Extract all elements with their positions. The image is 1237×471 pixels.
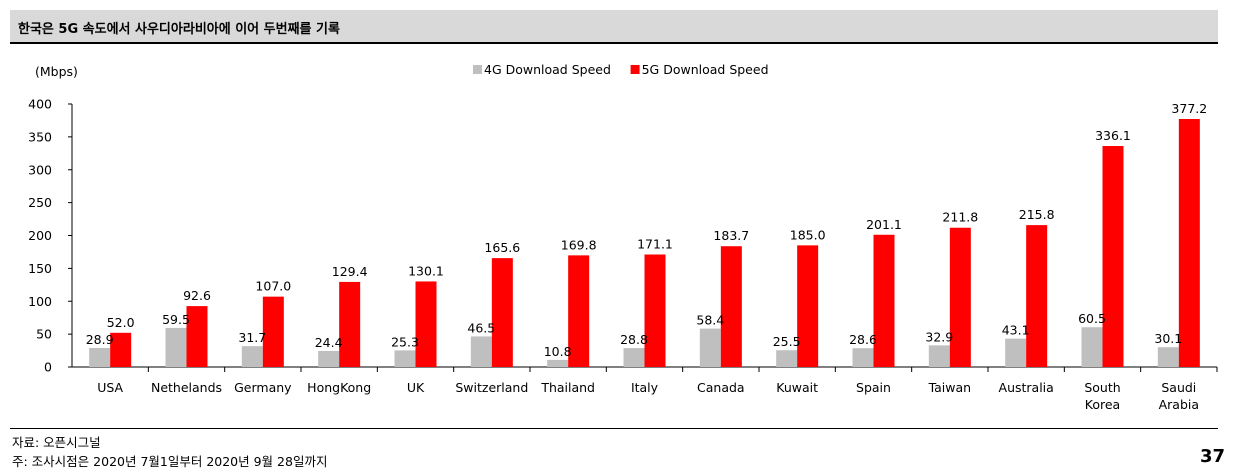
bar-5g [415, 281, 437, 367]
data-label-5g: 215.8 [1019, 207, 1055, 222]
x-tick-label: Australia [999, 380, 1054, 395]
bar-4g [699, 328, 721, 367]
x-tick-label: Korea [1085, 397, 1120, 412]
data-label-5g: 211.8 [942, 210, 978, 225]
footer-divider [10, 428, 1218, 429]
bar-5g [491, 258, 513, 367]
source-note: 자료: 오픈시그널 [12, 435, 101, 450]
data-label-4g: 60.5 [1078, 311, 1106, 326]
x-tick-label: Nethelands [151, 380, 222, 395]
data-label-4g: 28.8 [620, 332, 648, 347]
x-tick-label: USA [97, 380, 123, 395]
bar-4g [165, 327, 187, 367]
survey-period-note: 주: 조사시점은 2020년 7월1일부터 2020년 9월 28일까지 [12, 454, 328, 469]
data-label-4g: 28.9 [86, 332, 114, 347]
bar-5g [339, 281, 361, 367]
data-label-4g: 31.7 [238, 330, 266, 345]
bar-4g [928, 345, 950, 367]
data-label-4g: 30.1 [1154, 331, 1182, 346]
bar-5g [873, 234, 895, 367]
page-number: 37 [1199, 446, 1225, 467]
bar-4g [623, 348, 645, 367]
y-tick-label: 350 [28, 129, 52, 144]
x-tick-label: HongKong [307, 380, 371, 395]
data-label-5g: 336.1 [1095, 128, 1131, 143]
x-tick-label: Thailand [540, 380, 595, 395]
x-tick-label: Spain [856, 380, 891, 395]
data-label-4g: 10.8 [544, 344, 572, 359]
data-label-4g: 25.5 [773, 334, 801, 349]
bar-4g [1005, 338, 1027, 367]
y-axis-label: (Mbps) [35, 64, 78, 79]
bar-4g [470, 336, 492, 367]
data-label-5g: 171.1 [637, 237, 673, 252]
bar-5g [797, 245, 819, 367]
legend-label: 5G Download Speed [642, 62, 769, 77]
data-label-4g: 46.5 [467, 320, 495, 335]
x-tick-label: UK [407, 380, 425, 395]
bar-4g [776, 350, 798, 367]
x-tick-label: Saudi [1161, 380, 1196, 395]
legend-label: 4G Download Speed [484, 62, 611, 77]
bar-5g [644, 254, 666, 367]
x-tick-label: Canada [697, 380, 745, 395]
bar-5g [568, 255, 590, 367]
data-label-4g: 25.3 [391, 334, 419, 349]
bar-5g [949, 227, 971, 367]
x-tick-label: Arabia [1159, 397, 1199, 412]
bar-4g [318, 350, 340, 367]
bar-4g [1081, 327, 1103, 367]
data-label-5g: 201.1 [866, 217, 902, 232]
data-label-5g: 165.6 [484, 240, 520, 255]
x-tick-label: Taiwan [928, 380, 972, 395]
data-label-5g: 129.4 [332, 264, 368, 279]
y-tick-label: 150 [28, 261, 52, 276]
x-tick-label: Italy [631, 380, 659, 395]
x-tick-label: Kuwait [776, 380, 818, 395]
bar-chart: (Mbps) 4G Download Speed 5G Download Speed… [28, 62, 1218, 412]
data-label-4g: 59.5 [162, 312, 190, 327]
data-label-5g: 107.0 [255, 279, 291, 294]
data-label-5g: 92.6 [183, 288, 211, 303]
bar-4g [852, 348, 874, 367]
data-label-5g: 130.1 [408, 263, 444, 278]
data-label-5g: 52.0 [107, 315, 135, 330]
y-tick-label: 50 [36, 327, 52, 342]
data-label-5g: 183.7 [713, 228, 749, 243]
data-label-4g: 43.1 [1002, 323, 1030, 338]
y-tick-label: 300 [28, 162, 52, 177]
y-tick-label: 0 [44, 360, 52, 375]
bar-5g [1026, 225, 1048, 367]
bar-5g [110, 332, 132, 367]
x-tick-label: Switzerland [455, 380, 528, 395]
data-label-4g: 28.6 [849, 332, 877, 347]
data-label-5g: 377.2 [1171, 101, 1207, 116]
bar-4g [547, 359, 569, 367]
bar-4g [394, 350, 416, 367]
data-label-5g: 185.0 [790, 227, 826, 242]
data-label-4g: 24.4 [315, 335, 343, 350]
x-tick-label: Germany [234, 380, 292, 395]
header-bar: 한국은 5G 속도에서 사우디아라비아에 이어 두번째를 기록 [10, 10, 1218, 44]
bar-4g [241, 346, 263, 367]
x-tick-label: South [1084, 380, 1120, 395]
bar-4g [1157, 347, 1179, 367]
bar-5g [1178, 118, 1200, 367]
y-tick-label: 400 [28, 97, 52, 112]
y-tick-label: 200 [28, 228, 52, 243]
bar-4g [89, 347, 111, 367]
data-label-4g: 32.9 [925, 329, 953, 344]
bar-5g [720, 246, 742, 367]
legend-swatch [473, 65, 482, 74]
y-tick-label: 100 [28, 294, 52, 309]
data-label-4g: 58.4 [696, 313, 724, 328]
y-tick-label: 250 [28, 195, 52, 210]
bar-5g [262, 296, 284, 367]
data-label-5g: 169.8 [561, 237, 597, 252]
legend-swatch [630, 65, 640, 74]
page-title: 한국은 5G 속도에서 사우디아라비아에 이어 두번째를 기록 [18, 22, 340, 37]
bar-5g [1102, 146, 1124, 367]
bar-5g [186, 306, 208, 367]
